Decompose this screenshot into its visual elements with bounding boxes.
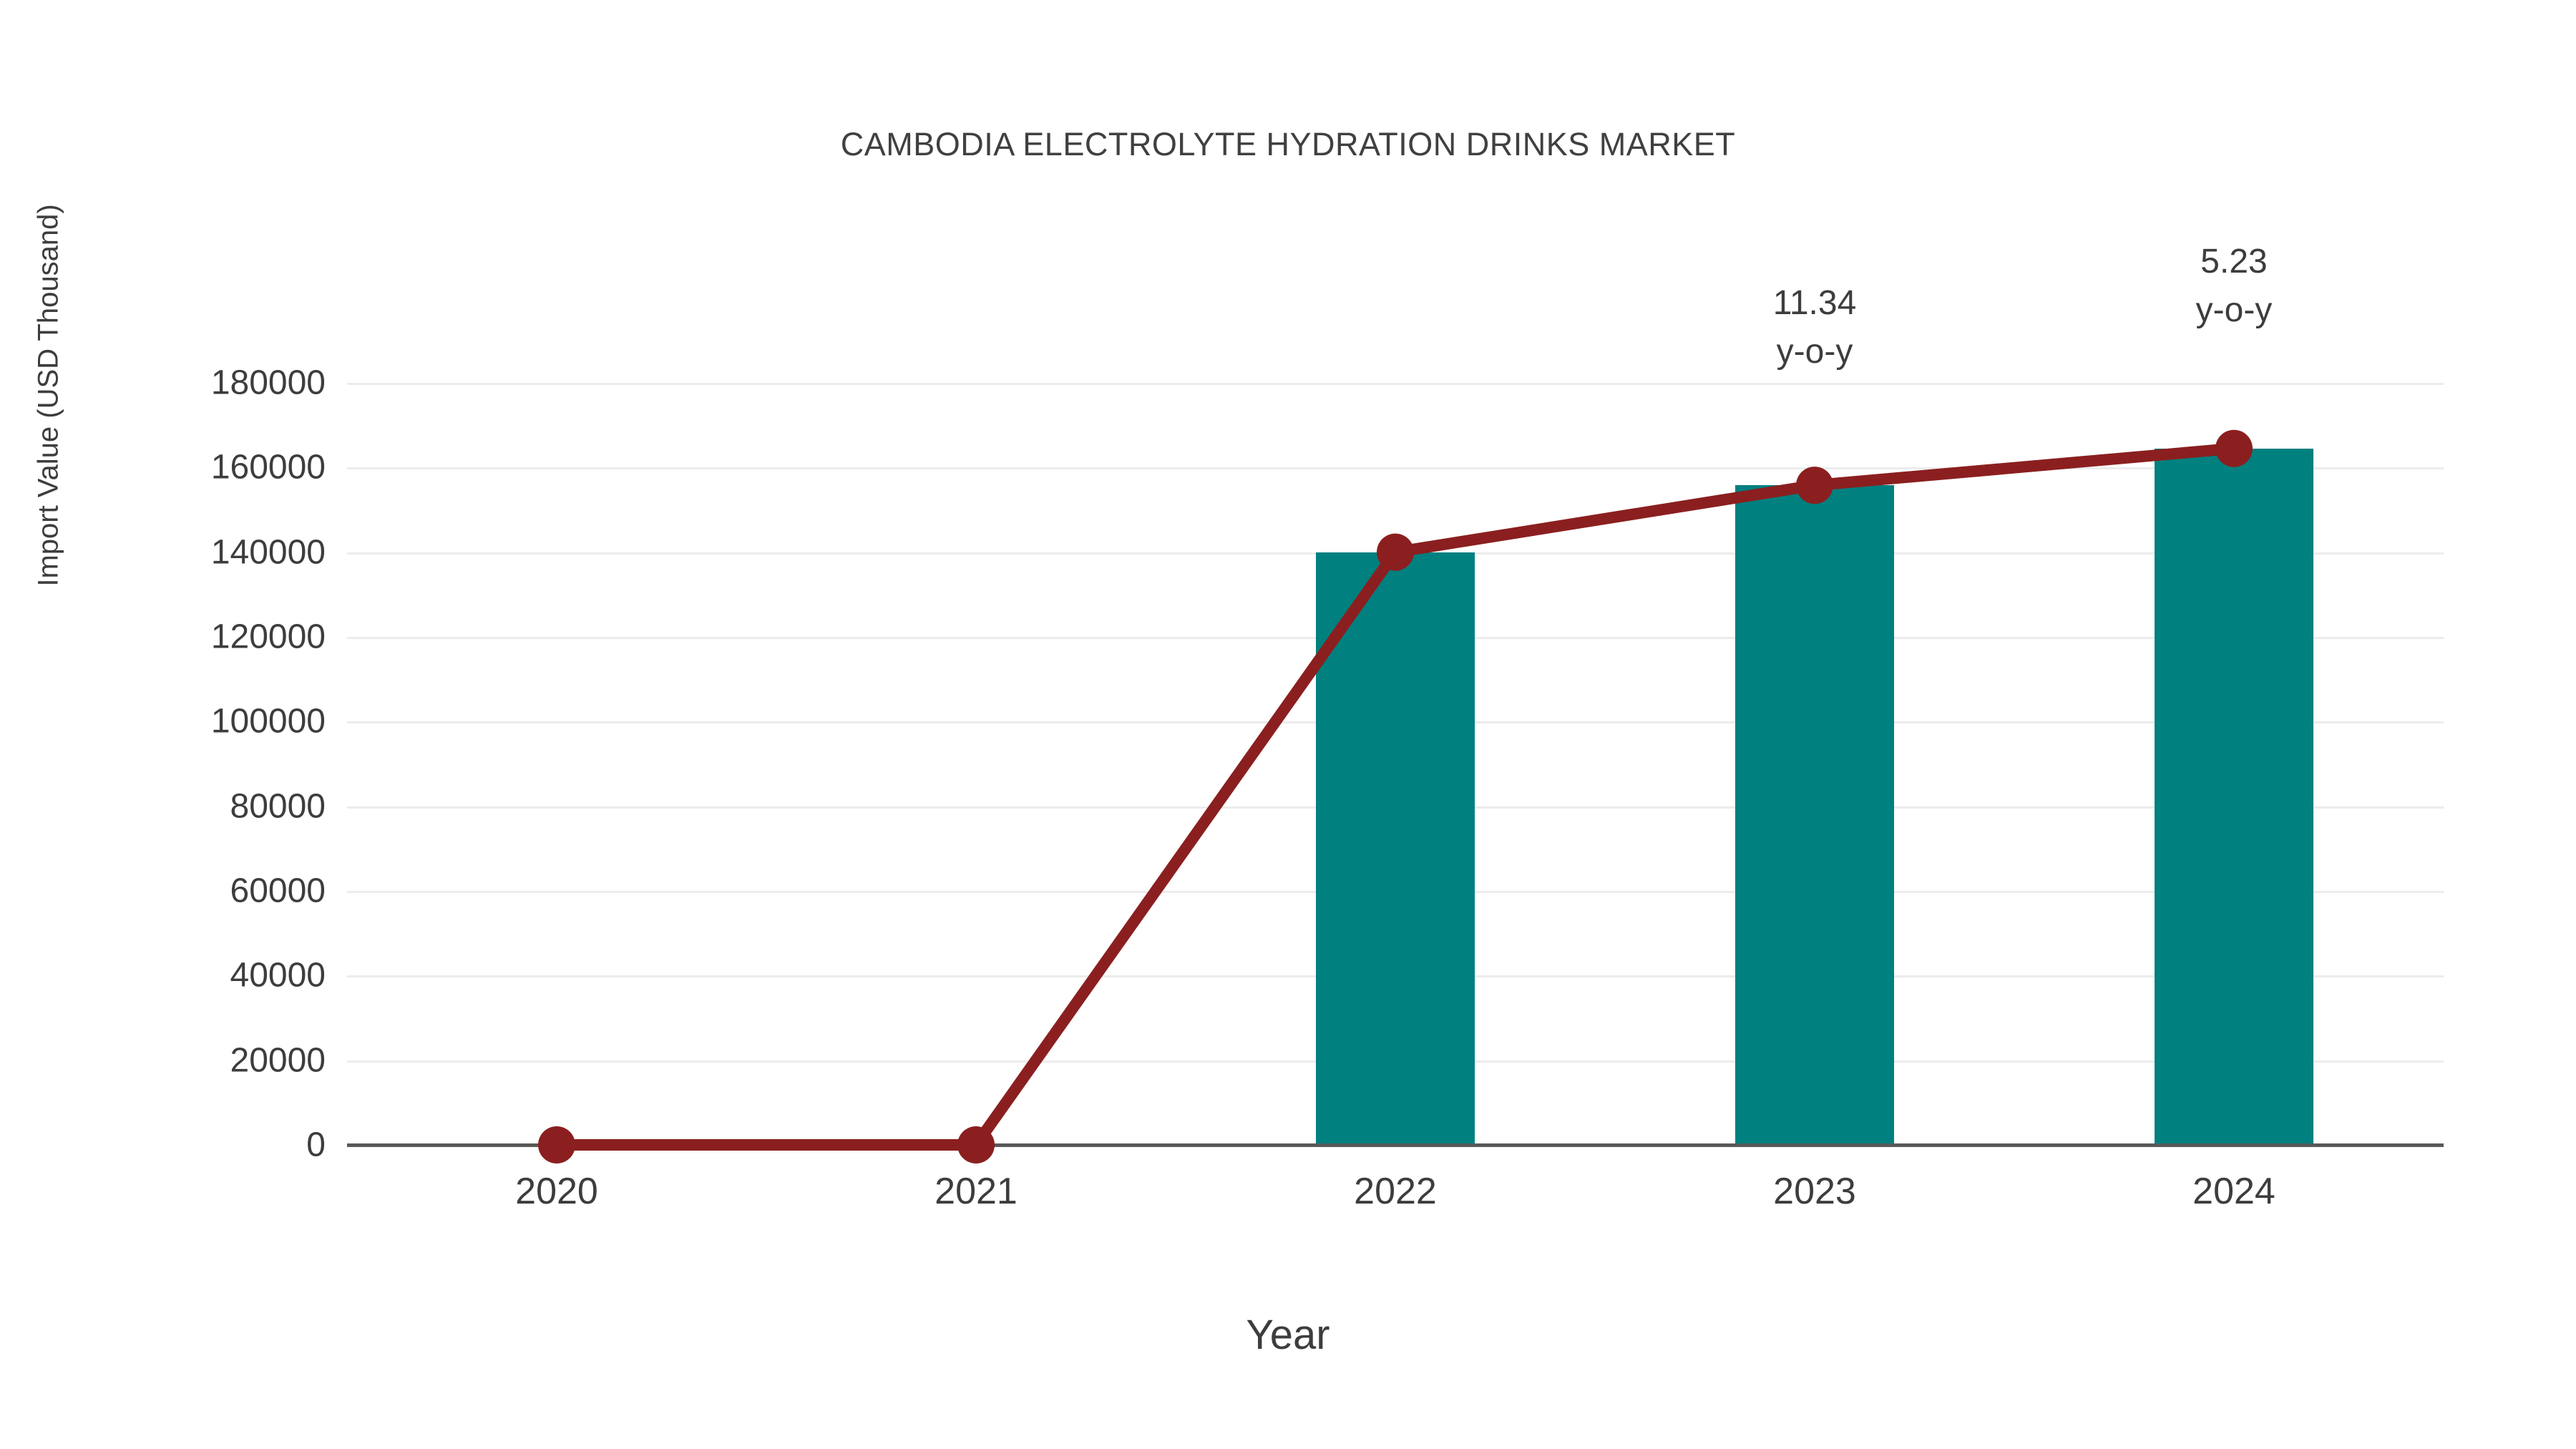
x-tick-label-2020: 2020 (515, 1171, 598, 1212)
y-tick-label: 60000 (230, 872, 326, 910)
y-tick-label: 140000 (210, 533, 326, 572)
annotation-sublabel: y-o-y (2195, 291, 2273, 330)
y-tick-label: 0 (306, 1126, 326, 1164)
y-tick-label: 100000 (210, 702, 326, 741)
chart-title: CAMBODIA ELECTROLYTE HYDRATION DRINKS MA… (840, 126, 1736, 162)
x-tick-label-2024: 2024 (2192, 1171, 2275, 1212)
plot-area (347, 383, 2444, 1145)
gridline (347, 383, 2444, 385)
annotation-value: 5.23 (2200, 243, 2268, 280)
annotation-2024: 5.23 y-o-y (2084, 238, 2384, 335)
bar-2022[interactable] (1316, 552, 1475, 1145)
annotation-2023: 11.34 y-o-y (1664, 279, 1965, 376)
y-tick-label: 80000 (230, 787, 326, 826)
x-tick-label-2023: 2023 (1773, 1171, 1856, 1212)
annotation-value: 11.34 (1772, 284, 1857, 322)
x-tick-label-2022: 2022 (1354, 1171, 1437, 1212)
y-tick-label: 40000 (230, 956, 326, 995)
x-axis-title: Year (1246, 1312, 1330, 1358)
y-tick-label: 180000 (210, 364, 326, 402)
x-axis-line (347, 1143, 2444, 1147)
gridline (347, 467, 2444, 470)
y-tick-label: 160000 (210, 448, 326, 487)
annotation-sublabel: y-o-y (1776, 333, 1853, 371)
x-tick-label-2021: 2021 (935, 1171, 1018, 1212)
y-tick-label: 120000 (210, 618, 326, 656)
bar-2024[interactable] (2155, 448, 2313, 1145)
bar-2023[interactable] (1735, 485, 1894, 1145)
y-tick-label: 20000 (230, 1041, 326, 1080)
